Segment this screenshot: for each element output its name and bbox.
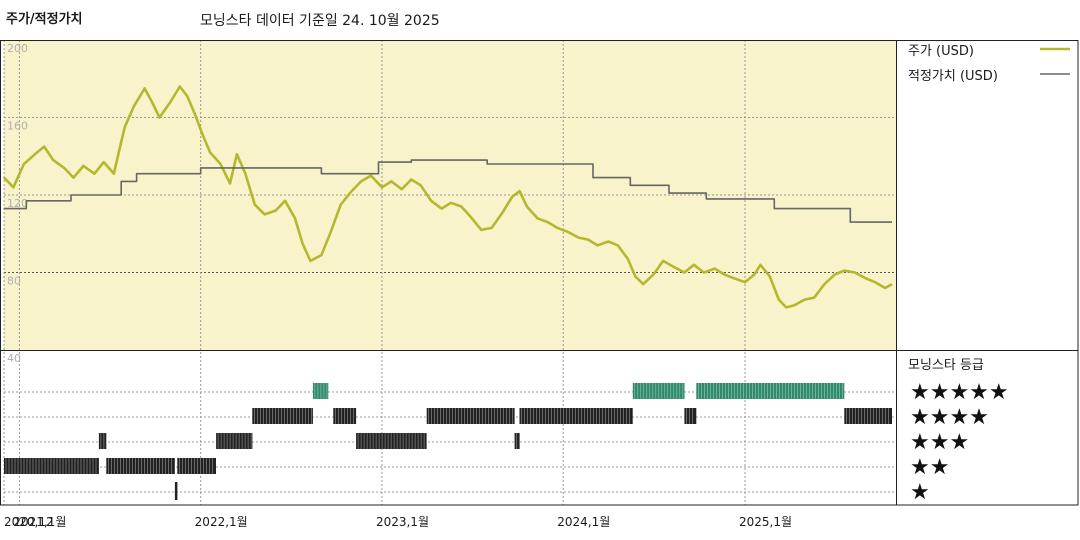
legend: 주가 (USD)적정가치 (USD)모닝스타 등급★★★★★★★★★★★★★★★ <box>908 44 1070 505</box>
star-rating-title: 모닝스타 등급 <box>908 358 984 373</box>
legend-price-label: 주가 (USD) <box>908 44 974 59</box>
y-tick-label: 200 <box>7 42 28 55</box>
legend-fair-value-label: 적정가치 (USD) <box>908 69 998 84</box>
fair-value-line <box>4 159 892 223</box>
y-tick-label: 80 <box>7 275 21 288</box>
rating-bar <box>174 482 178 500</box>
rating-bar <box>844 408 892 424</box>
star-rating-level: ★ <box>910 480 930 505</box>
star-rating-level: ★★★ <box>910 430 969 455</box>
chart-subtitle: 모닝스타 데이터 기준일 24. 10월 2025 <box>200 13 440 29</box>
x-tick-label: 2025,1월 <box>739 515 792 529</box>
rating-bar <box>333 408 357 424</box>
star-rating-level: ★★ <box>910 455 949 480</box>
rating-bar <box>519 408 633 424</box>
x-tick-label: 2021,1월 <box>13 515 66 529</box>
y-tick-label: 40 <box>7 352 21 365</box>
x-tick-label: 2024,1월 <box>557 515 610 529</box>
rating-bars <box>4 383 892 500</box>
rating-bar <box>252 408 313 424</box>
price-line <box>3 85 893 309</box>
rating-bar <box>106 458 175 474</box>
rating-bar <box>98 433 107 449</box>
star-rating-level: ★★★★ <box>910 405 989 430</box>
x-tick-label: 2020,12 <box>4 515 54 529</box>
chart-frame <box>0 40 1079 506</box>
rating-bar <box>216 433 253 449</box>
x-tick-label: 2022,1월 <box>195 515 248 529</box>
y-tick-label: 160 <box>7 120 28 133</box>
chart-title: 주가/적정가치 <box>6 12 83 27</box>
y-ticks: 200 160 120 80 40 <box>7 42 28 365</box>
rating-bar <box>684 408 697 424</box>
star-rating-level: ★★★★★ <box>910 380 1009 405</box>
rating-bar <box>514 433 520 449</box>
rating-bar <box>312 383 329 399</box>
series-lines <box>3 85 893 309</box>
y-tick-label: 120 <box>7 197 28 210</box>
rating-bar <box>177 458 216 474</box>
x-tick-label: 2023,1월 <box>376 515 429 529</box>
outer-frame <box>0 40 1079 506</box>
